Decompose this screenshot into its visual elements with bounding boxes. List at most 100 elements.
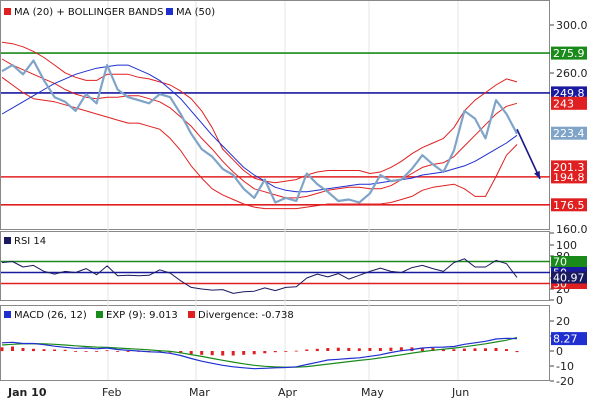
- divergence-bar: [84, 351, 88, 352]
- bollinger-lower-line: [1, 76, 518, 210]
- ma50-line: [1, 64, 518, 193]
- rsi-value-tag-box: [551, 271, 587, 284]
- divergence-bar: [399, 347, 403, 352]
- divergence-bar: [462, 348, 466, 351]
- price-line: [1, 59, 518, 204]
- value-tag-label: 243: [553, 97, 574, 110]
- divergence-bar: [431, 348, 435, 351]
- bollinger-upper-line: [1, 41, 518, 184]
- rsi-series: [1, 258, 518, 294]
- divergence-bar: [53, 349, 57, 351]
- divergence-bar: [221, 351, 225, 356]
- divergence-bar: [389, 347, 393, 351]
- legend-label-ma50: MA (50): [176, 7, 215, 18]
- legend-swatch-bollinger: [4, 8, 11, 15]
- divergence-bar: [189, 351, 193, 354]
- legend-swatch-signal: [96, 311, 103, 318]
- divergence-bar: [378, 348, 382, 351]
- price-series: [1, 41, 541, 210]
- divergence-bar: [368, 348, 372, 351]
- divergence-bar: [11, 346, 14, 351]
- forecast-arrow-shaft: [516, 128, 541, 180]
- signal-line: [1, 336, 518, 368]
- legend-swatch-divergence: [188, 311, 195, 318]
- level-tag-box: [551, 86, 587, 100]
- month-axis: Jan 10 Feb Mar Apr May Jun: [7, 386, 469, 399]
- divergence-bar: [315, 348, 319, 352]
- price-tick-label: 160.0: [556, 223, 588, 236]
- divergence-bar: [452, 349, 456, 351]
- divergence-bar: [284, 351, 288, 352]
- forecast-arrow-head: [534, 170, 540, 179]
- macd-series: [0, 336, 519, 370]
- macd-tick-label: -10: [556, 360, 574, 373]
- month-label: Feb: [102, 386, 121, 399]
- divergence-bar: [347, 348, 351, 351]
- divergence-bar: [21, 348, 25, 351]
- value-tag-box: [551, 126, 587, 140]
- divergence-bar: [515, 351, 519, 353]
- divergence-bar: [231, 351, 235, 356]
- price-level-lines: [1, 52, 550, 206]
- level-tag-label: 275.9: [553, 47, 585, 60]
- divergence-bar: [273, 351, 277, 353]
- macd-y-axis: 20100-10-20: [550, 315, 574, 388]
- value-tag-label: 201.3: [553, 161, 585, 174]
- macd-line: [1, 337, 518, 370]
- legend-label-divergence: Divergence: -0.738: [198, 310, 294, 321]
- legend-swatch-macd: [4, 311, 11, 318]
- price-tick-label: 260.0: [556, 67, 588, 80]
- macd-tick-label: -20: [556, 375, 574, 388]
- level-tag-label: 176.5: [553, 199, 585, 212]
- level-tag-box: [551, 170, 587, 184]
- legend-label-rsi: RSI 14: [14, 236, 46, 247]
- value-tag-label: 223.4: [553, 127, 585, 140]
- divergence-bar: [242, 351, 246, 355]
- divergence-bar: [484, 348, 487, 351]
- price-tick-label: 300.0: [556, 19, 588, 32]
- legend-swatch-rsi: [4, 237, 11, 244]
- month-label: Apr: [278, 386, 298, 399]
- divergence-bar: [494, 348, 498, 351]
- macd-tick-label: 20: [556, 315, 570, 328]
- divergence-bar: [357, 348, 361, 351]
- divergence-bar: [42, 349, 46, 351]
- macd-tags: 8.27: [551, 332, 587, 346]
- divergence-bar: [126, 351, 130, 352]
- month-label: Jan 10: [7, 386, 47, 399]
- legend-label-signal: EXP (9): 9.013: [106, 310, 178, 321]
- level-tag-box: [551, 198, 587, 212]
- month-label: May: [361, 386, 384, 399]
- divergence-bar: [200, 351, 204, 355]
- price-legend: MA (20) + BOLLINGER BANDS MA (50): [4, 7, 215, 18]
- macd-value-tag-box: [551, 332, 587, 346]
- value-tag-box: [551, 160, 587, 174]
- month-label: Mar: [189, 386, 210, 399]
- divergence-bar: [473, 348, 477, 351]
- divergence-bar: [336, 347, 340, 351]
- rsi-legend: RSI 14: [4, 236, 46, 247]
- rsi-level-tag-box: [551, 256, 587, 267]
- divergence-bar: [505, 349, 508, 351]
- level-tag-box: [551, 46, 587, 60]
- level-tag-label: 249.8: [553, 87, 585, 100]
- rsi-line: [1, 258, 518, 294]
- divergence-bar: [95, 351, 99, 352]
- divergence-bar: [420, 347, 424, 351]
- rsi-tick-label: 100: [556, 239, 577, 252]
- divergence-bar: [326, 348, 330, 351]
- macd-value-tag-label: 8.27: [553, 333, 578, 346]
- value-tag-box: [551, 96, 587, 110]
- divergence-bar: [263, 351, 267, 354]
- divergence-bar: [116, 351, 120, 352]
- price-tags: 275.9 249.8 194.8 176.5 243 223.4 201.3: [551, 46, 587, 212]
- divergence-bar: [210, 351, 214, 356]
- divergence-bar: [63, 349, 67, 351]
- divergence-bar: [441, 348, 445, 352]
- rsi-level-tag-label: 70: [553, 256, 567, 269]
- divergence-bar: [0, 347, 4, 352]
- macd-tick-label: 0: [556, 345, 563, 358]
- rsi-tags: 70503040.97: [551, 256, 587, 291]
- divergence-bar: [32, 348, 35, 352]
